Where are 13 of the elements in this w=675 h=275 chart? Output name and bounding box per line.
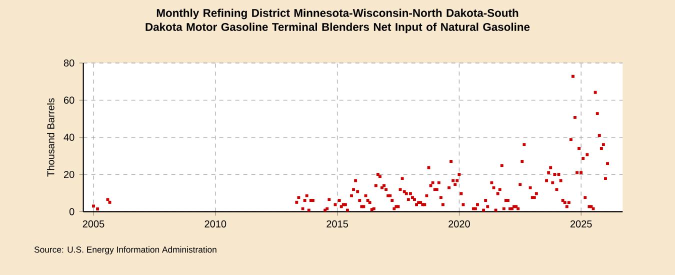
x-tick-label: 2005 [82, 220, 104, 228]
source-note: Source: U.S. Energy Information Administration [34, 246, 216, 254]
x-tick-label: 2015 [326, 220, 348, 228]
y-axis-title: Thousand Barrels [47, 98, 54, 177]
y-tick-label: 0 [69, 208, 74, 216]
y-tick-label: 80 [64, 59, 74, 67]
y-tick-label: 20 [64, 170, 74, 178]
x-tick-label: 2010 [204, 220, 226, 228]
y-tick-label: 40 [64, 134, 74, 141]
chart-title: Monthly Refining District Minnesota-Wisconsin-North Dakota-South Dakota Motor Gasoline Terminal Blenders Net Input of Natural Gasoline [146, 8, 530, 34]
x-tick-label: 2020 [448, 220, 470, 228]
y-tick-label: 60 [64, 96, 74, 104]
x-tick-label: 2025 [570, 220, 592, 228]
